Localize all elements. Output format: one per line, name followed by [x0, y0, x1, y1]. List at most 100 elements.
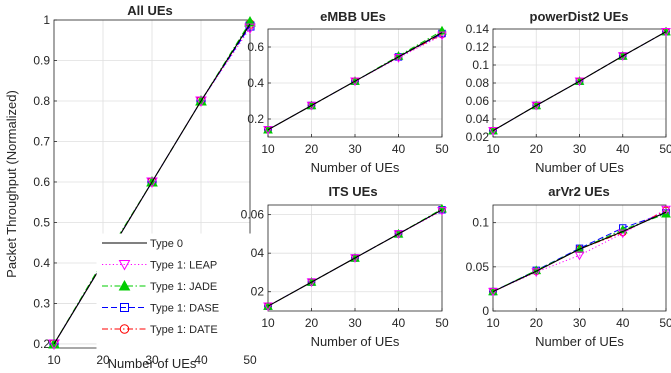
y-tick-label: 0.2 — [247, 112, 264, 126]
series-line-type-1-jade — [267, 30, 443, 131]
chart-title: ITS UEs — [328, 184, 377, 199]
x-tick-label: 30 — [573, 316, 587, 330]
x-tick-label: 40 — [392, 142, 406, 156]
x-tick-label: 30 — [573, 142, 587, 156]
y-tick-label: 0.6 — [247, 40, 264, 54]
x-axis-label: Number of UEs — [108, 356, 197, 371]
x-axis-label: Number of UEs — [311, 334, 400, 349]
x-axis-label: Number of UEs — [535, 160, 624, 175]
y-tick-label: 0.4 — [33, 256, 50, 270]
data-point — [195, 96, 207, 108]
data-point — [488, 127, 498, 136]
x-tick-label: 10 — [47, 353, 61, 367]
data-point — [306, 278, 317, 288]
chart-title: All UEs — [127, 3, 173, 18]
legend-label: Type 1: DASE — [150, 303, 219, 315]
x-tick-label: 50 — [435, 142, 449, 156]
x-tick-label: 40 — [616, 316, 630, 330]
x-tick-label: 20 — [530, 142, 544, 156]
x-tick-label: 20 — [530, 316, 544, 330]
y-tick-label: 0.2 — [33, 337, 50, 351]
chart-title: arVr2 UEs — [548, 184, 609, 199]
series-line-type-0 — [492, 31, 667, 132]
x-tick-label: 30 — [348, 142, 362, 156]
x-tick-label: 50 — [659, 316, 671, 330]
y-tick-label: 0.4 — [247, 76, 264, 90]
legend: Type 0 Type 1: LEAP Type 1: JADE Type 1: DA… — [96, 233, 251, 349]
chart-panel-4: 10 20 30 40 50 0 0.05 0.1 arVr2 UEs Number of UEs — [466, 184, 671, 349]
legend-label: Type 1: JADE — [150, 281, 217, 293]
data-point — [531, 101, 542, 111]
data-point — [617, 229, 628, 239]
x-tick-label: 40 — [392, 316, 406, 330]
x-tick-label: 40 — [616, 142, 630, 156]
y-tick-label: 0.06 — [241, 208, 265, 222]
y-tick-label: 0.06 — [466, 94, 490, 108]
chart-panel-2: 10 20 30 40 50 0.02 0.04 0.06 0.08 0.1 0.12 0.14 pow… — [466, 9, 671, 175]
series-line-type-0 — [267, 32, 443, 131]
legend-marker — [119, 324, 130, 334]
x-tick-label: 20 — [96, 353, 110, 367]
data-point — [437, 31, 447, 41]
y-tick-label: 0.8 — [33, 94, 50, 108]
x-tick-label: 50 — [659, 142, 671, 156]
x-tick-label: 50 — [243, 353, 257, 367]
y-tick-label: 0.7 — [33, 134, 50, 148]
y-tick-label: 0.1 — [472, 58, 489, 72]
legend-box — [96, 233, 251, 349]
y-tick-label: 1 — [43, 13, 50, 27]
x-tick-label: 10 — [486, 142, 500, 156]
legend-marker — [118, 260, 131, 271]
data-point — [574, 251, 585, 261]
data-point — [661, 28, 671, 37]
y-axis-label: Packet Throughput (Normalized) — [4, 90, 19, 278]
data-point — [350, 77, 360, 87]
y-tick-label: 0.02 — [466, 130, 490, 144]
y-tick-label: 0.12 — [466, 40, 490, 54]
x-tick-label: 20 — [305, 142, 319, 156]
x-tick-label: 40 — [194, 353, 208, 367]
y-tick-label: 0.9 — [33, 53, 50, 67]
legend-label: Type 1: LEAP — [150, 260, 217, 272]
chart-title: powerDist2 UEs — [530, 9, 629, 24]
data-point — [617, 52, 628, 62]
chart-title: eMBB UEs — [320, 9, 386, 24]
data-point — [146, 177, 158, 189]
series-line-type-1-leap — [53, 27, 251, 345]
series-line-type-0 — [492, 211, 667, 293]
x-axis-label: Number of UEs — [535, 334, 624, 349]
data-point — [350, 254, 360, 264]
legend-label: Type 0 — [150, 238, 183, 250]
series-line-type-0 — [267, 209, 443, 307]
data-point — [574, 77, 585, 87]
y-tick-label: 0.6 — [33, 175, 50, 189]
x-tick-label: 30 — [348, 316, 362, 330]
x-tick-label: 10 — [486, 316, 500, 330]
y-tick-label: 0.04 — [466, 112, 490, 126]
x-tick-label: 10 — [261, 316, 275, 330]
y-tick-label: 0.14 — [466, 22, 490, 36]
legend-marker — [118, 279, 131, 291]
legend-marker — [120, 303, 129, 312]
data-point — [661, 205, 671, 215]
y-tick-label: 0.05 — [466, 260, 490, 274]
data-point — [263, 302, 273, 312]
data-point — [263, 126, 273, 135]
data-point — [488, 287, 498, 297]
y-tick-label: 0 — [482, 304, 489, 318]
x-tick-label: 30 — [145, 353, 159, 367]
x-axis-label: Number of UEs — [311, 160, 400, 175]
data-point — [48, 339, 60, 350]
x-tick-label: 20 — [305, 316, 319, 330]
chart-panel-1: 10 20 30 40 50 0.2 0.4 0.6 eMBB UEs Number of UEs — [247, 9, 449, 175]
y-tick-label: 0.3 — [33, 296, 50, 310]
y-tick-label: 0.5 — [33, 215, 50, 229]
x-tick-label: 10 — [261, 142, 275, 156]
legend-label: Type 1: DATE — [150, 324, 218, 336]
series-line-type-0 — [53, 23, 251, 345]
y-tick-label: 0.1 — [472, 216, 489, 230]
x-tick-label: 50 — [435, 316, 449, 330]
y-tick-label: 0.08 — [466, 76, 490, 90]
